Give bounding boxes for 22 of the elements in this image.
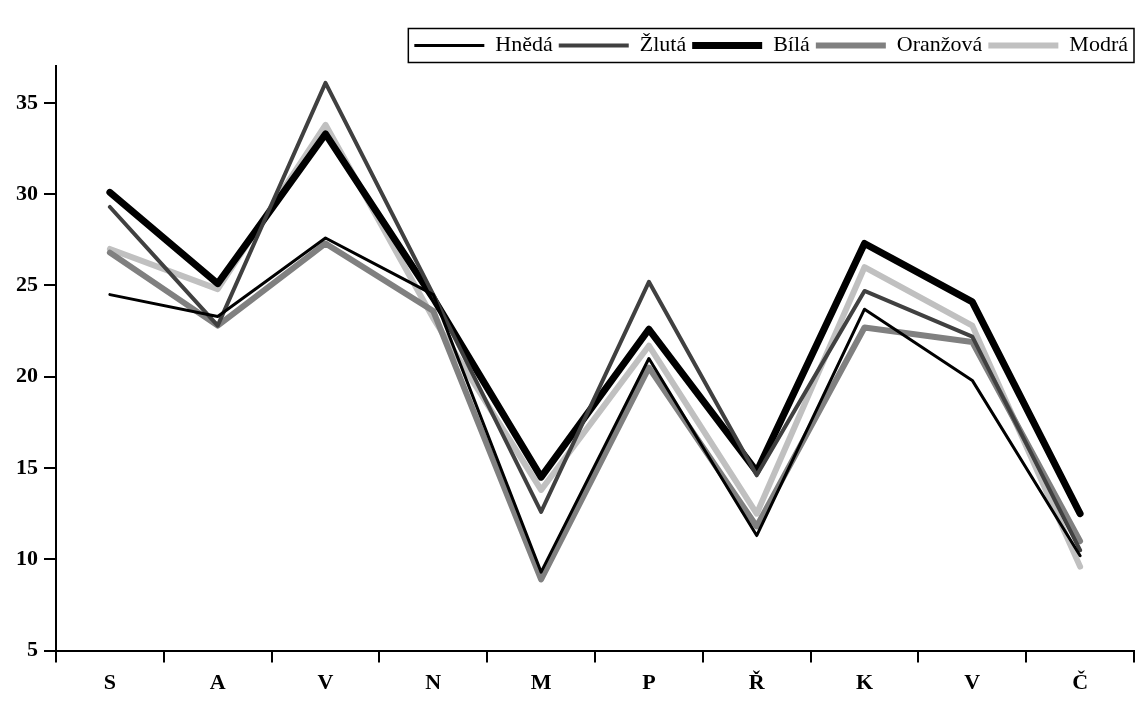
x-tick-label: S	[103, 669, 117, 695]
y-tick-label: 15	[16, 453, 38, 479]
x-tick-label: M	[530, 669, 552, 695]
x-tick-label: Č	[1072, 669, 1089, 695]
x-tick-label: V	[317, 669, 334, 695]
y-tick-label: 10	[16, 545, 38, 571]
x-tick-label: N	[425, 669, 442, 695]
y-tick-label: 35	[16, 88, 38, 114]
legend-label: Modrá	[1069, 31, 1129, 57]
legend-label: Žlutá	[639, 31, 687, 57]
x-tick-label: V	[964, 669, 981, 695]
x-tick-label: A	[209, 669, 226, 695]
y-tick-label: 20	[16, 362, 38, 388]
x-tick-label: K	[855, 669, 874, 695]
x-tick-label: P	[642, 669, 656, 695]
y-tick-label: 30	[16, 179, 38, 205]
legend-label: Oranžová	[896, 31, 983, 57]
legend-label: Bílá	[773, 31, 811, 57]
legend-label: Hnědá	[495, 31, 553, 57]
x-tick-label: Ř	[748, 669, 766, 695]
y-tick-label: 5	[27, 636, 38, 662]
y-tick-label: 25	[16, 271, 38, 297]
